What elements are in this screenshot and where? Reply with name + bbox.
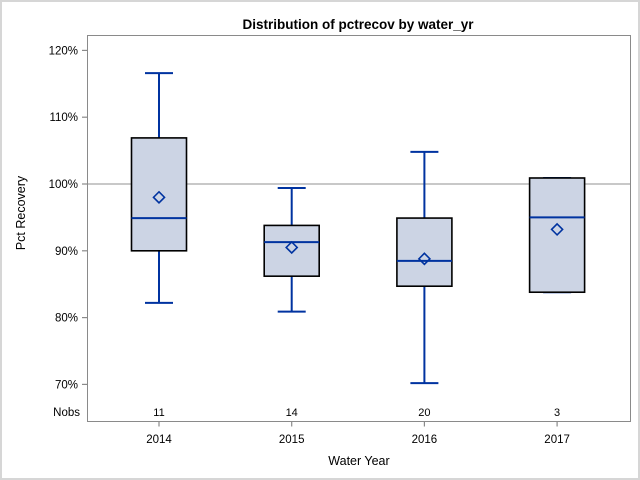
iqr-box: [130, 137, 188, 252]
x-axis-title: Water Year: [328, 454, 389, 468]
box-group-2016: [396, 150, 453, 385]
iqr-box: [528, 177, 586, 294]
x-tick-label: 2015: [279, 434, 305, 446]
x-tick-label: 2016: [412, 434, 438, 446]
nobs-row-label: Nobs: [53, 407, 80, 419]
chart-title: Distribution of pctrecov by water_yr: [242, 17, 474, 32]
boxes-layer: [130, 72, 586, 385]
x-axis-layer: 11 2014 14 2015 20 2016 3 2017: [146, 407, 570, 446]
box-group-2017: [528, 176, 586, 294]
x-tick-label: 2014: [146, 434, 172, 446]
y-tick-label: 80%: [55, 313, 78, 325]
nobs-value: 20: [418, 407, 430, 419]
y-tick-label: 70%: [55, 379, 78, 391]
x-tick-label: 2017: [544, 434, 570, 446]
iqr-box: [263, 224, 321, 277]
mean-diamond: [285, 240, 299, 255]
mean-diamond: [417, 252, 432, 266]
y-tick-label: 120%: [49, 45, 78, 57]
nobs-value: 3: [554, 407, 560, 419]
y-axis-title: Pct Recovery: [14, 175, 28, 250]
nobs-value: 14: [286, 407, 298, 419]
plot-frame: [87, 35, 631, 422]
mean-diamond: [152, 190, 166, 204]
nobs-value: 11: [153, 407, 164, 419]
mean-diamond: [550, 222, 564, 237]
y-tick-label: 100%: [49, 179, 78, 191]
box-group-2014: [130, 72, 188, 304]
box-group-2015: [263, 187, 321, 313]
iqr-box: [396, 217, 453, 288]
y-axis-layer: 70% 80% 90% 100% 110% 120%: [49, 45, 88, 391]
y-tick-label: 90%: [55, 246, 78, 258]
y-tick-label: 110%: [49, 112, 78, 124]
